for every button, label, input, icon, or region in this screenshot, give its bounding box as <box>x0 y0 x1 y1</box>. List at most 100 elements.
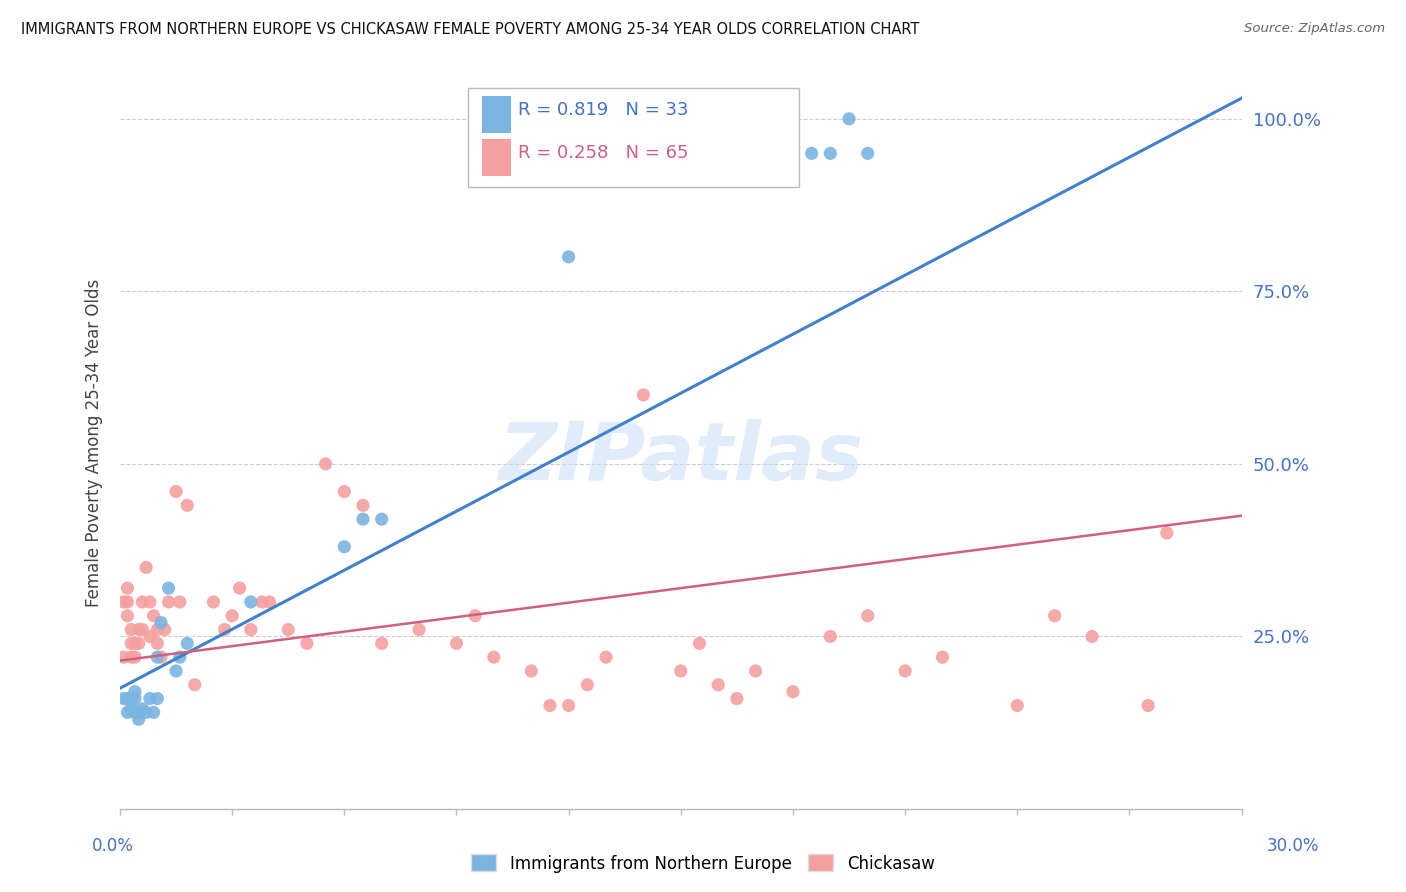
Point <box>633 388 655 402</box>
Point <box>120 695 142 709</box>
Point <box>117 706 139 720</box>
Text: 0.0%: 0.0% <box>91 837 134 855</box>
Point <box>112 650 135 665</box>
Point <box>165 664 187 678</box>
Point <box>131 595 153 609</box>
Point <box>446 636 468 650</box>
Point <box>202 595 225 609</box>
Point <box>124 650 146 665</box>
Point <box>128 712 150 726</box>
Point <box>139 691 162 706</box>
Point <box>295 636 318 650</box>
Point <box>117 595 139 609</box>
Point <box>1137 698 1160 713</box>
Text: 30.0%: 30.0% <box>1267 837 1319 855</box>
Point <box>1043 608 1066 623</box>
Point <box>112 595 135 609</box>
Point <box>1007 698 1029 713</box>
Point <box>557 250 579 264</box>
Point <box>725 691 748 706</box>
Point <box>221 608 243 623</box>
Text: ZIPatlas: ZIPatlas <box>498 419 863 497</box>
Point <box>1156 525 1178 540</box>
Point <box>557 698 579 713</box>
Point <box>128 636 150 650</box>
Point <box>139 595 162 609</box>
Text: R = 0.819   N = 33: R = 0.819 N = 33 <box>519 102 689 120</box>
Point <box>228 581 250 595</box>
Point <box>239 595 262 609</box>
Point <box>576 678 599 692</box>
Point <box>112 691 135 706</box>
FancyBboxPatch shape <box>482 138 512 176</box>
Point <box>464 608 486 623</box>
Y-axis label: Female Poverty Among 25-34 Year Olds: Female Poverty Among 25-34 Year Olds <box>86 279 103 607</box>
Point <box>184 678 207 692</box>
Point <box>146 650 169 665</box>
Point <box>820 630 842 644</box>
Point <box>153 623 176 637</box>
Point <box>117 691 139 706</box>
Point <box>146 623 169 637</box>
Point <box>352 499 374 513</box>
Point <box>744 664 766 678</box>
Point <box>408 623 430 637</box>
Point <box>595 650 617 665</box>
Point <box>856 608 879 623</box>
Point <box>165 484 187 499</box>
Point <box>120 650 142 665</box>
Point <box>124 706 146 720</box>
Point <box>124 691 146 706</box>
Point <box>117 581 139 595</box>
Point <box>139 630 162 644</box>
Text: R = 0.258   N = 65: R = 0.258 N = 65 <box>519 145 689 162</box>
Point <box>131 623 153 637</box>
Point <box>176 499 198 513</box>
Point <box>239 623 262 637</box>
Point <box>800 146 823 161</box>
Point <box>259 595 281 609</box>
Point <box>856 146 879 161</box>
Point <box>120 636 142 650</box>
Point <box>150 615 173 630</box>
Point <box>146 636 169 650</box>
Point <box>352 512 374 526</box>
Point <box>894 664 917 678</box>
Point <box>146 691 169 706</box>
Point <box>135 560 157 574</box>
Point <box>128 623 150 637</box>
Point <box>169 595 191 609</box>
Point <box>538 698 561 713</box>
Point <box>157 595 180 609</box>
Text: IMMIGRANTS FROM NORTHERN EUROPE VS CHICKASAW FEMALE POVERTY AMONG 25-34 YEAR OLD: IMMIGRANTS FROM NORTHERN EUROPE VS CHICK… <box>21 22 920 37</box>
Point <box>820 146 842 161</box>
Point <box>250 595 273 609</box>
Point <box>117 608 139 623</box>
Point <box>142 608 165 623</box>
Point <box>333 484 356 499</box>
Point <box>482 650 505 665</box>
Legend: Immigrants from Northern Europe, Chickasaw: Immigrants from Northern Europe, Chickas… <box>465 847 941 880</box>
Point <box>576 112 599 126</box>
Point <box>370 512 392 526</box>
Point <box>128 706 150 720</box>
Point <box>214 623 236 637</box>
Point <box>782 684 804 698</box>
FancyBboxPatch shape <box>468 88 799 187</box>
Point <box>1081 630 1104 644</box>
Point <box>124 636 146 650</box>
Point <box>520 664 543 678</box>
Text: Source: ZipAtlas.com: Source: ZipAtlas.com <box>1244 22 1385 36</box>
Point <box>931 650 953 665</box>
Point <box>315 457 337 471</box>
Point <box>169 650 191 665</box>
Point <box>707 678 730 692</box>
Point <box>277 623 299 637</box>
Point <box>707 146 730 161</box>
Point <box>124 684 146 698</box>
Point <box>120 623 142 637</box>
Point <box>669 664 692 678</box>
Point <box>725 112 748 126</box>
Point <box>370 636 392 650</box>
Point <box>131 702 153 716</box>
